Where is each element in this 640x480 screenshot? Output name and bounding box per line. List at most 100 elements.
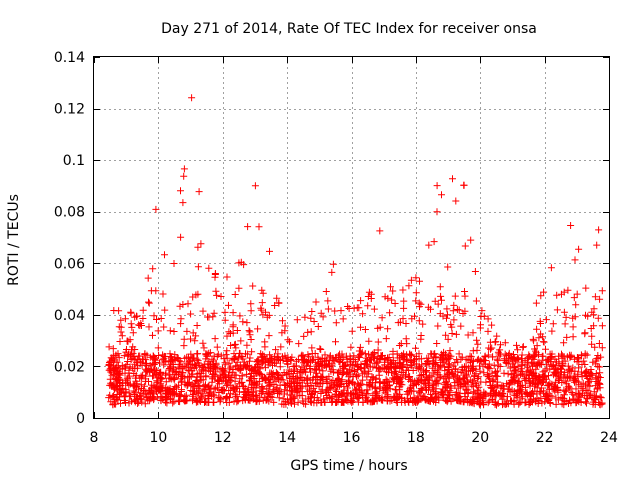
data-point: [597, 353, 605, 361]
data-point: [396, 390, 404, 398]
data-point: [439, 394, 447, 402]
data-point: [204, 313, 211, 321]
data-point: [265, 397, 273, 405]
data-point: [410, 357, 418, 365]
data-point: [146, 353, 154, 361]
data-point: [132, 377, 140, 385]
data-point: [411, 397, 419, 405]
data-point: [160, 357, 168, 365]
data-point: [374, 338, 382, 346]
data-point: [376, 356, 384, 364]
data-point: [286, 391, 294, 399]
data-point: [113, 364, 121, 371]
data-point: [106, 375, 114, 383]
data-point: [272, 369, 280, 376]
data-point: [324, 305, 332, 313]
x-tick-label: 16: [343, 430, 361, 446]
data-point: [412, 352, 420, 360]
data-point: [423, 386, 430, 394]
data-point: [269, 387, 277, 395]
data-point: [554, 396, 562, 404]
data-point: [192, 398, 200, 406]
data-point: [480, 401, 487, 409]
data-point: [175, 381, 183, 389]
data-point: [536, 388, 544, 396]
data-point: [532, 299, 540, 307]
data-point: [239, 382, 247, 390]
data-point: [443, 380, 451, 388]
data-point: [440, 354, 448, 362]
data-point: [177, 392, 185, 400]
data-point: [117, 389, 125, 397]
data-point: [351, 367, 359, 375]
data-point: [167, 353, 175, 361]
data-point: [149, 265, 157, 273]
data-point: [153, 383, 161, 391]
chart-title: Day 271 of 2014, Rate Of TEC Index for r…: [161, 21, 537, 37]
data-point: [572, 385, 580, 393]
data-point: [139, 355, 147, 363]
data-point: [434, 322, 442, 330]
data-point: [435, 365, 443, 373]
data-point: [170, 260, 178, 267]
data-point: [569, 364, 577, 372]
data-point: [170, 374, 178, 382]
data-point: [453, 356, 461, 364]
data-point: [394, 362, 402, 370]
data-point: [487, 345, 494, 353]
data-point: [546, 399, 554, 406]
data-point: [318, 374, 326, 381]
data-point: [527, 368, 535, 376]
data-point: [311, 366, 319, 374]
data-point: [333, 382, 341, 389]
data-point: [254, 368, 262, 376]
data-point: [489, 353, 496, 361]
data-point: [490, 361, 498, 369]
data-point: [213, 291, 221, 299]
data-point: [157, 375, 164, 383]
data-point: [560, 339, 568, 347]
data-point: [484, 363, 492, 371]
data-point: [357, 297, 365, 305]
data-point: [243, 362, 251, 370]
data-point: [362, 354, 370, 362]
data-point: [586, 370, 594, 378]
data-point: [442, 383, 450, 391]
data-point: [248, 381, 256, 389]
data-point: [301, 313, 309, 321]
data-point: [456, 397, 464, 405]
data-point: [560, 397, 568, 405]
data-point: [138, 398, 146, 406]
data-point: [175, 398, 183, 405]
data-point: [532, 349, 540, 357]
data-point: [474, 375, 482, 382]
data-point: [244, 361, 252, 369]
data-point: [275, 299, 283, 307]
data-point: [275, 394, 283, 402]
data-point: [323, 375, 331, 383]
data-point: [366, 398, 374, 406]
data-point: [276, 363, 284, 371]
data-point: [431, 297, 439, 305]
data-point: [202, 373, 210, 381]
data-point: [247, 307, 255, 315]
data-point: [179, 301, 187, 308]
data-point: [515, 399, 523, 407]
data-point: [188, 94, 196, 102]
data-point: [381, 389, 389, 397]
data-point: [270, 381, 278, 388]
data-point: [255, 363, 263, 371]
data-point: [214, 384, 221, 392]
data-point: [444, 365, 452, 373]
data-point: [270, 398, 278, 406]
data-point: [372, 375, 380, 383]
data-point: [339, 354, 347, 362]
data-point: [489, 396, 496, 403]
data-point: [399, 286, 407, 294]
data-point: [129, 329, 137, 337]
data-point: [375, 394, 383, 402]
data-point: [393, 350, 401, 358]
data-point: [194, 243, 202, 251]
data-point: [227, 373, 235, 381]
data-point: [387, 283, 394, 291]
